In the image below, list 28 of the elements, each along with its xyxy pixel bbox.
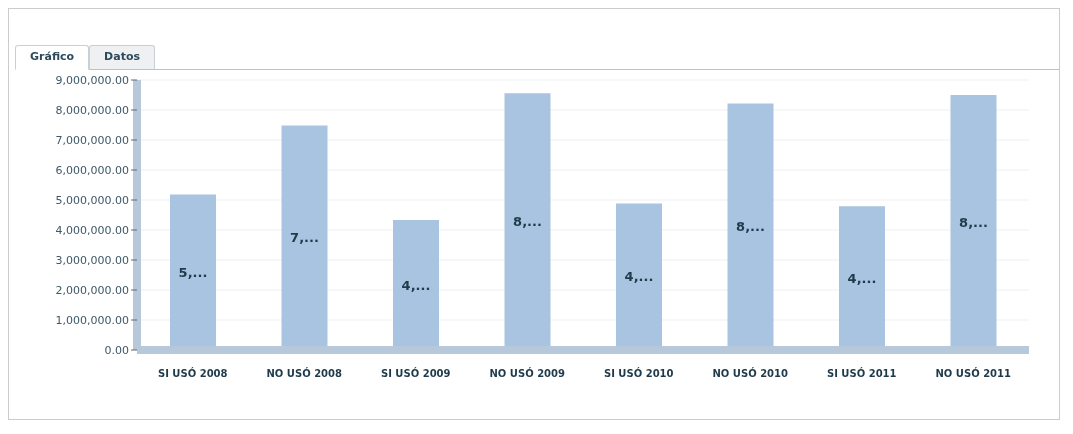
y-tick-label: 1,000,000.00 [55,313,129,327]
y-tick-label: 7,000,000.00 [55,133,129,147]
y-tick-label: 0.00 [104,343,129,357]
text: Gráfico [15,45,90,70]
text: Datos [89,45,156,70]
x-tick-label: NO USÓ 2009 [489,367,566,380]
data-label: 8,... [959,215,988,231]
x-tick-label: NO USÓ 2010 [712,367,789,380]
y-tick-label: 9,000,000.00 [55,73,129,87]
y-tick-label: 6,000,000.00 [55,163,129,177]
data-label: 4,... [847,270,877,286]
data-label: 8,... [513,214,542,230]
x-tick-label: NO USÓ 2011 [935,367,1012,380]
x-tick-label: SI USÓ 2008 [157,367,228,380]
y-tick-label: 4,000,000.00 [55,223,129,237]
y-tick-label: 8,000,000.00 [55,103,129,117]
data-label: 4,... [624,269,654,285]
x-tick-label: SI USÓ 2011 [826,367,897,380]
y-tick-label: 2,000,000.00 [55,283,129,297]
data-label: 4,... [401,277,431,293]
data-label: 5,... [178,264,208,280]
y-tick-label: 3,000,000.00 [55,253,129,267]
data-label: 7,... [290,230,319,246]
x-tick-label: SI USÓ 2010 [603,367,674,380]
y-tick-label: 5,000,000.00 [55,193,129,207]
x-tick-label: SI USÓ 2009 [380,367,451,380]
data-label: 8,... [736,219,765,235]
x-tick-label: NO USÓ 2008 [266,367,343,380]
